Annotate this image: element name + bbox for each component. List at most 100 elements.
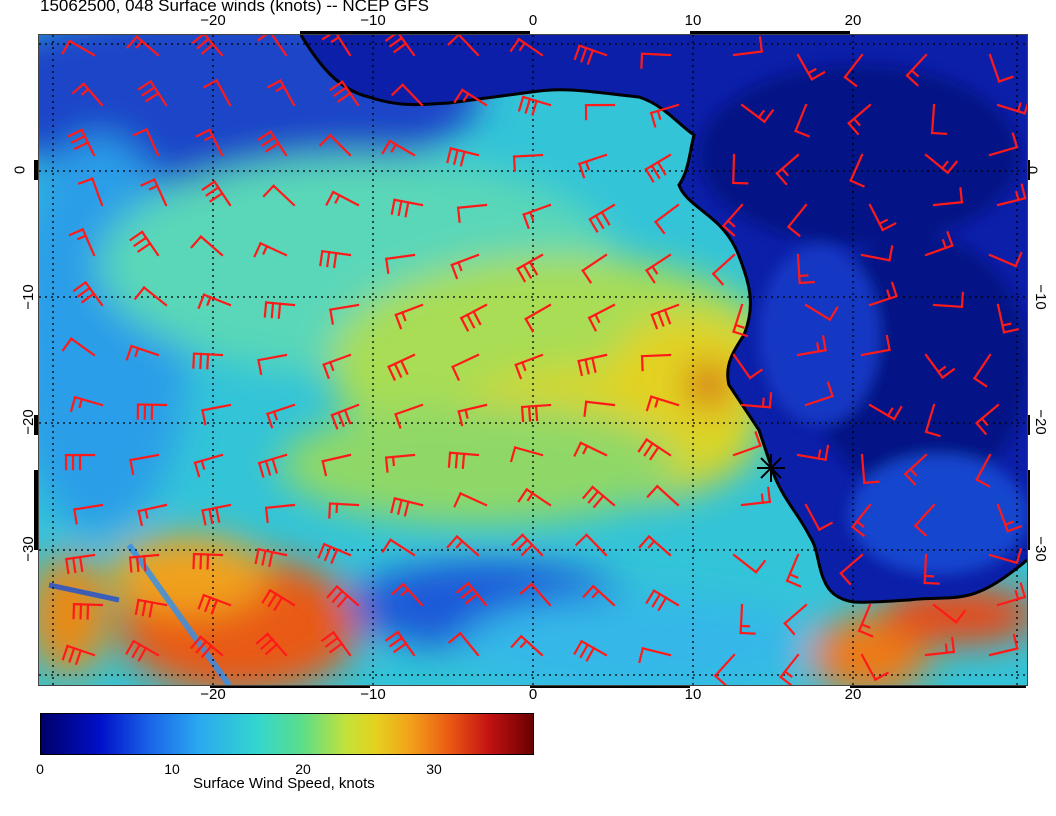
wind-barb — [645, 395, 680, 412]
wind-barb — [61, 644, 96, 666]
wind-barb — [384, 453, 416, 473]
graticule — [39, 35, 1027, 685]
wind-barb — [839, 553, 864, 586]
wind-barb — [581, 253, 608, 284]
wind-barb — [988, 53, 1014, 83]
wind-barb — [573, 441, 608, 457]
wind-barb — [67, 128, 96, 157]
border-tick — [690, 31, 850, 34]
wind-barb — [317, 542, 352, 564]
wind-barb — [330, 403, 360, 430]
wind-barb — [459, 303, 488, 332]
wind-barb — [732, 36, 764, 57]
wind-barb — [266, 79, 296, 107]
wind-barb — [325, 190, 360, 207]
wind-barb — [65, 553, 96, 575]
wind-barb — [72, 602, 104, 620]
wind-barb — [329, 80, 360, 107]
wind-barb — [786, 203, 808, 238]
lon-tick-bottom: 0 — [528, 686, 538, 703]
wind-barbs — [61, 35, 1027, 685]
wind-barb — [740, 486, 772, 507]
wind-barb — [202, 78, 232, 107]
wind-barb — [578, 153, 608, 179]
wind-speed-colorbar — [40, 713, 534, 755]
wind-barb — [321, 453, 352, 477]
wind-barb — [328, 502, 360, 519]
lon-tick-top: 20 — [844, 12, 862, 29]
wind-barb — [193, 453, 224, 478]
wind-barb — [740, 392, 773, 409]
coastline — [299, 35, 1027, 604]
wind-barb — [783, 603, 808, 636]
wind-barb — [73, 503, 104, 525]
wind-barb — [197, 293, 232, 310]
wind-barb — [257, 130, 288, 157]
border-tick — [34, 160, 38, 180]
lon-tick-bottom: −10 — [360, 686, 386, 703]
lat-tick-right: −20 — [1032, 409, 1050, 435]
wind-barb — [192, 552, 224, 570]
wind-barb — [522, 203, 552, 230]
wind-barb — [191, 35, 224, 57]
wind-barb — [510, 634, 544, 657]
wind-barb — [650, 303, 680, 330]
map-canvas — [39, 35, 1027, 685]
wind-barb — [924, 403, 941, 438]
wind-barb — [721, 203, 744, 237]
wind-barb — [988, 251, 1023, 268]
wind-barb — [996, 582, 1027, 607]
wind-barb — [391, 582, 424, 607]
colorbar-tick: 0 — [36, 761, 44, 777]
wind-barb — [975, 453, 992, 488]
wind-barb — [254, 547, 288, 568]
wind-barb — [318, 133, 352, 157]
border-tick — [1026, 160, 1030, 180]
wind-barb — [517, 487, 552, 507]
wind-barb — [996, 503, 1023, 533]
wind-barb — [843, 53, 864, 88]
wind-barb — [264, 503, 296, 523]
border-tick — [34, 470, 38, 550]
wind-speed-map[interactable] — [38, 34, 1028, 686]
wind-barb — [796, 335, 827, 357]
wind-barb — [860, 653, 890, 682]
wind-barb — [640, 52, 672, 69]
wind-barb — [61, 39, 96, 57]
wind-barb — [587, 303, 616, 332]
lon-tick-top: −20 — [200, 12, 226, 29]
wind-barb — [732, 353, 764, 380]
border-tick — [300, 31, 530, 34]
wind-barb — [447, 451, 480, 469]
wind-barb — [509, 446, 544, 463]
wind-barb — [930, 103, 948, 136]
wind-barb — [201, 403, 232, 426]
wind-barb — [197, 593, 232, 615]
wind-barb — [804, 303, 839, 322]
wind-barb — [732, 303, 749, 338]
wind-barb — [739, 603, 756, 635]
wind-barb — [584, 103, 616, 121]
wind-barb — [394, 303, 424, 330]
wind-barb — [128, 553, 160, 573]
wind-barb — [775, 153, 800, 186]
wind-barb — [905, 53, 928, 87]
wind-barb — [319, 249, 352, 269]
wind-barb — [263, 301, 296, 319]
wind-barb — [125, 344, 160, 361]
wind-barb — [516, 253, 544, 283]
wind-barb — [126, 35, 160, 57]
wind-barb — [381, 139, 416, 157]
wind-barb — [524, 303, 552, 333]
wind-barb — [266, 403, 296, 429]
wind-barb — [923, 553, 940, 585]
wind-barb — [514, 353, 544, 380]
wind-barb — [646, 484, 680, 507]
wind-barb — [796, 253, 815, 285]
wind-barb — [326, 585, 360, 608]
wind-barb — [140, 178, 168, 207]
lon-tick-top: −10 — [360, 12, 386, 29]
wind-barb — [573, 44, 608, 65]
wind-barb — [509, 37, 544, 57]
wind-barb — [447, 35, 480, 57]
